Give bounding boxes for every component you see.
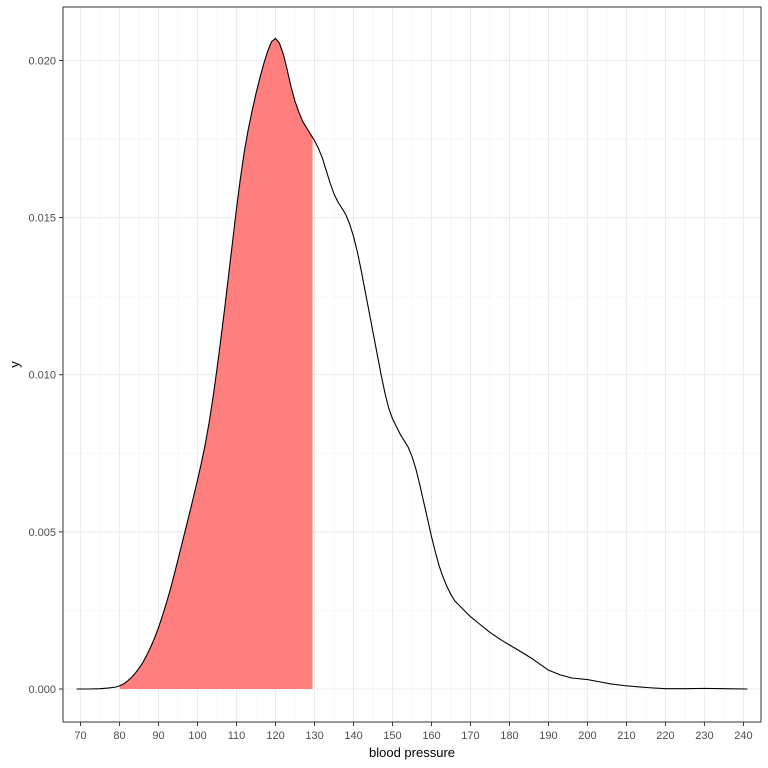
- x-tick-label: 90: [152, 730, 164, 742]
- x-tick-label: 120: [266, 730, 284, 742]
- y-tick-label: 0.020: [28, 55, 56, 67]
- density-line: [76, 37, 748, 690]
- x-tick-label: 200: [578, 730, 596, 742]
- x-tick-label: 100: [188, 730, 206, 742]
- major-gridlines: [63, 7, 761, 722]
- panel-border: [62, 6, 762, 723]
- x-tick-label: 170: [461, 730, 479, 742]
- x-tick-label: 110: [228, 730, 246, 742]
- x-tick-label: 80: [113, 730, 125, 742]
- x-tick-label: 140: [344, 730, 362, 742]
- x-tick-label: 130: [305, 730, 323, 742]
- x-tick-label: 70: [74, 730, 86, 742]
- y-tick-label: 0.005: [28, 527, 56, 539]
- density-marks: [76, 37, 748, 690]
- x-tick-label: 210: [617, 730, 635, 742]
- x-tick-label: 180: [500, 730, 518, 742]
- x-axis-ticks: 70 80 90 100 110 120 130 140 150 160 170 180 190 200 2…: [74, 722, 753, 742]
- shaded-area: [119, 38, 313, 689]
- x-tick-label: 150: [383, 730, 401, 742]
- x-tick-label: 160: [422, 730, 440, 742]
- x-tick-label: 190: [539, 730, 557, 742]
- y-axis-ticks: 0.000 0.005 0.010 0.015 0.020: [28, 55, 63, 696]
- y-axis-title: y: [7, 361, 22, 368]
- y-tick-label: 0.000: [28, 684, 56, 696]
- x-tick-label: 240: [734, 730, 752, 742]
- y-tick-label: 0.010: [28, 370, 56, 382]
- x-tick-label: 220: [656, 730, 674, 742]
- x-tick-label: 230: [695, 730, 713, 742]
- x-axis-title: blood pressure: [369, 745, 455, 760]
- y-tick-label: 0.015: [28, 213, 56, 225]
